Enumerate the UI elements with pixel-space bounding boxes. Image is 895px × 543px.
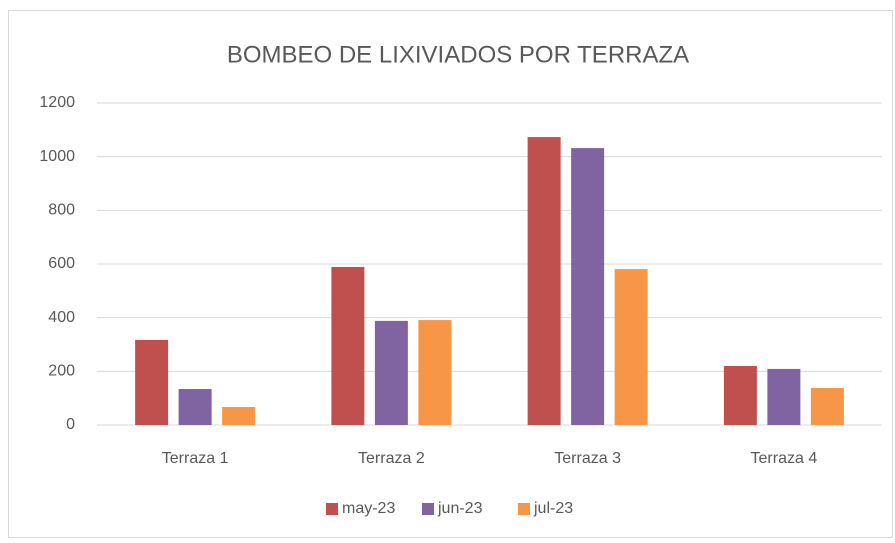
bar	[571, 148, 605, 425]
legend-swatch	[422, 503, 434, 515]
bar	[331, 266, 365, 425]
x-tick-label: Terraza 4	[751, 450, 818, 467]
y-tick-label: 1200	[39, 94, 75, 111]
y-tick-label: 800	[48, 202, 75, 219]
x-tick-label: Terraza 3	[554, 450, 621, 467]
x-tick-label: Terraza 2	[358, 450, 425, 467]
bar	[723, 365, 757, 425]
y-tick-label: 400	[48, 309, 75, 326]
legend-swatch	[518, 503, 530, 515]
bar	[767, 368, 801, 425]
legend-label: jun-23	[437, 500, 483, 517]
y-tick-label: 200	[48, 363, 75, 380]
y-tick-label: 0	[66, 416, 75, 433]
bar	[374, 320, 408, 425]
bar	[135, 339, 169, 425]
y-tick-label: 600	[48, 255, 75, 272]
x-tick-label: Terraza 1	[162, 450, 229, 467]
legend-label: may-23	[342, 500, 395, 517]
bar	[222, 407, 256, 425]
legend-swatch	[326, 503, 338, 515]
chart-title: BOMBEO DE LIXIVIADOS POR TERRAZA	[227, 41, 689, 68]
bar	[527, 137, 561, 425]
chart-border	[8, 10, 893, 538]
bar	[178, 389, 212, 425]
bar	[418, 320, 452, 425]
y-tick-label: 1000	[39, 148, 75, 165]
legend-label: jul-23	[533, 500, 573, 517]
bar	[614, 269, 648, 425]
bar	[810, 387, 844, 425]
